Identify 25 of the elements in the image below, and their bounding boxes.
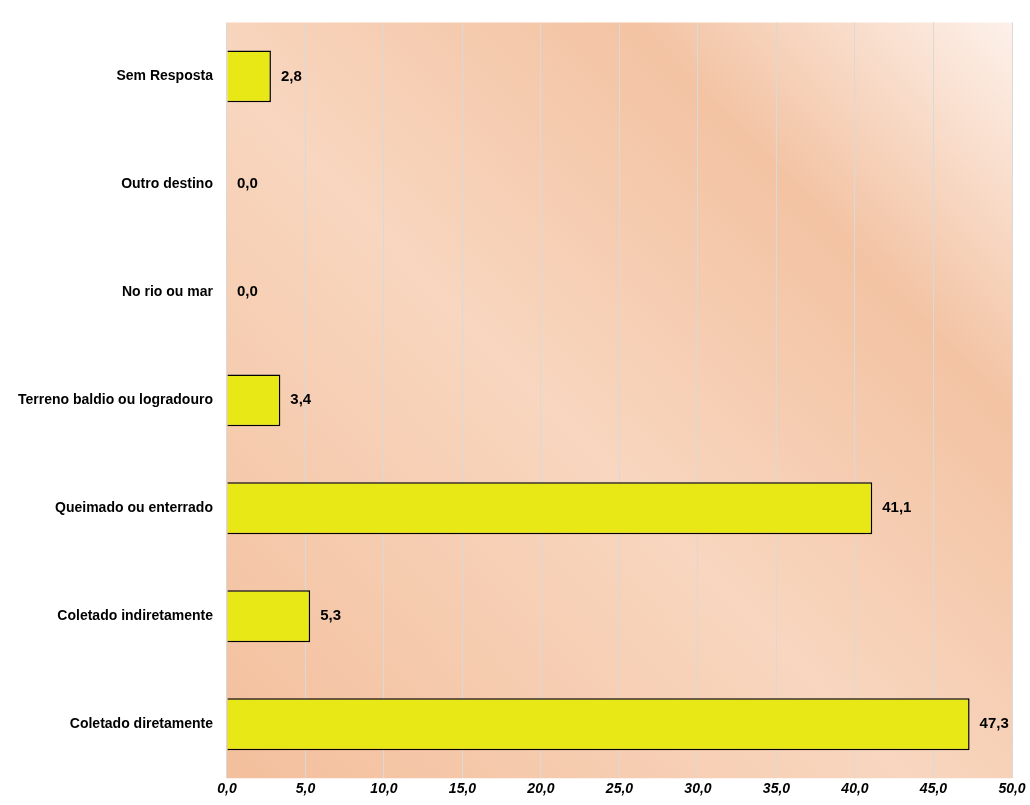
y-tick-label: Queimado ou enterrado <box>55 499 213 516</box>
x-tick-label: 10,0 <box>370 780 398 797</box>
data-label: 47,3 <box>979 714 1009 732</box>
x-tick-label: 15,0 <box>448 780 477 797</box>
y-tick-label: Coletado diretamente <box>69 715 214 732</box>
y-tick-label: Terreno baldio ou logradouro <box>17 391 213 408</box>
x-tick-label: 35,0 <box>762 780 791 797</box>
data-label: 0,0 <box>236 282 258 300</box>
x-tick-label: 20,0 <box>526 780 555 797</box>
x-tick-label: 25,0 <box>604 780 634 797</box>
data-label: 2,8 <box>280 66 302 84</box>
data-label: 3,4 <box>290 390 312 408</box>
data-label: 0,0 <box>236 174 258 192</box>
data-label: 5,3 <box>320 606 342 624</box>
y-tick-label: Sem Resposta <box>116 67 214 84</box>
x-tick-label: 0,0 <box>217 780 237 797</box>
x-tick-label: 45,0 <box>918 780 948 797</box>
y-tick-label: Outro destino <box>121 175 213 192</box>
x-tick-label: 30,0 <box>684 780 712 797</box>
y-tick-label: Coletado indiretamente <box>57 607 214 624</box>
x-tick-label: 5,0 <box>295 780 316 797</box>
data-label: 41,1 <box>882 498 912 516</box>
x-tick-label: 50,0 <box>998 780 1026 797</box>
y-tick-label: No rio ou mar <box>121 283 214 300</box>
x-tick-label: 40,0 <box>840 780 869 797</box>
